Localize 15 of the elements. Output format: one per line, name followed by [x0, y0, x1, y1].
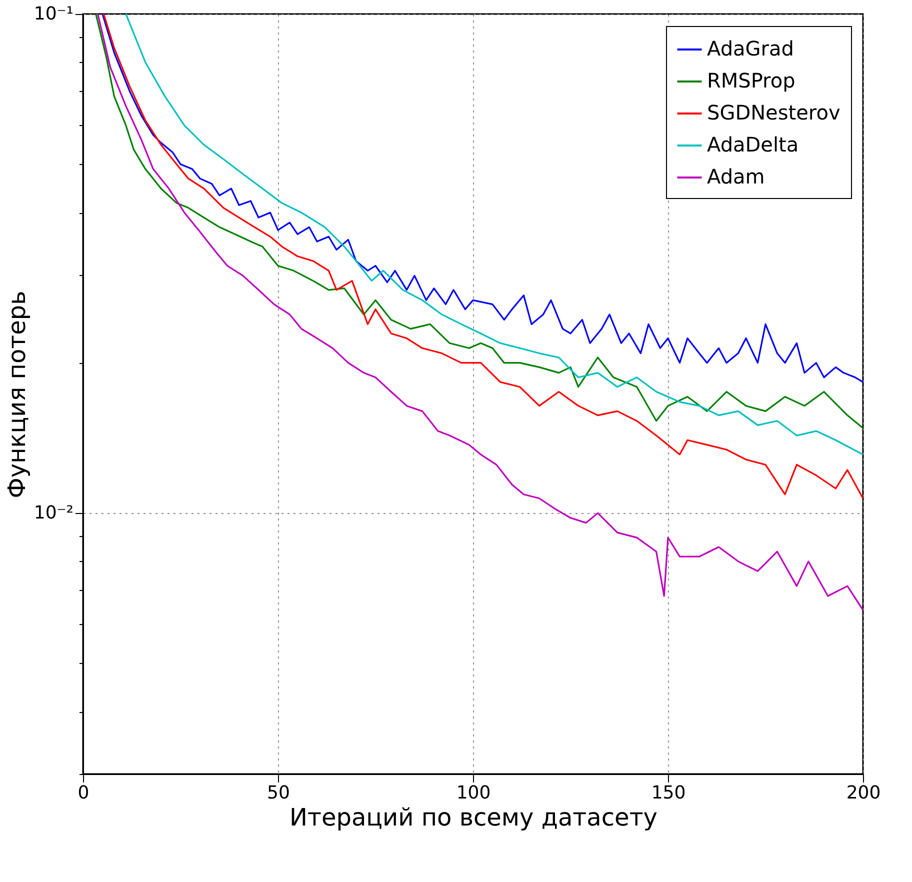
x-tick-label: 50	[267, 782, 290, 804]
legend-label: AdaGrad	[707, 36, 794, 60]
line-series	[97, 13, 864, 611]
x-axis-title: Итераций по всему датасету	[290, 804, 658, 832]
x-tick-label: 100	[456, 782, 491, 804]
x-tick-label: 150	[651, 782, 686, 804]
y-tick-label: 10⁻¹	[34, 4, 74, 24]
legend-label: RMSProp	[707, 68, 796, 92]
y-axis-title: Функция потерь	[2, 290, 31, 498]
y-tick-label: 10⁻²	[34, 502, 74, 524]
x-tick-label: 0	[78, 782, 90, 804]
x-tick-label: 200	[846, 782, 881, 804]
legend-label: SGDNesterov	[707, 100, 840, 124]
legend-label: Adam	[707, 164, 765, 188]
legend-label: AdaDelta	[707, 132, 799, 156]
